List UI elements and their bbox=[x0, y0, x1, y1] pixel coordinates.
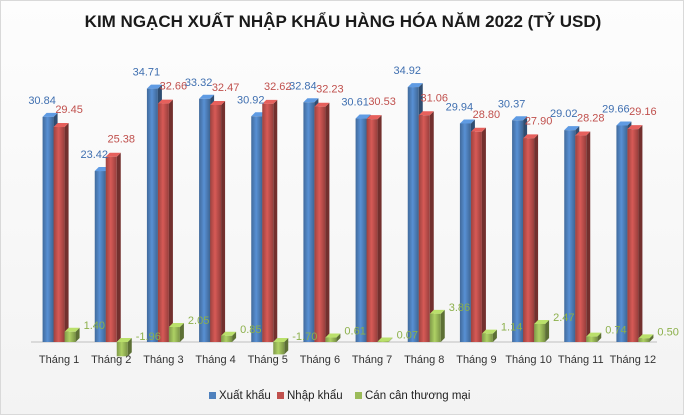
category-label-4: Tháng 4 bbox=[195, 354, 235, 366]
bar-2-11 bbox=[575, 131, 591, 342]
legend-swatch-3 bbox=[355, 392, 362, 399]
bar-3-12 bbox=[638, 334, 654, 342]
data-label-2-2: 25.38 bbox=[107, 134, 135, 146]
data-label-2-12: 29.16 bbox=[629, 106, 657, 118]
category-label-6: Tháng 6 bbox=[300, 354, 340, 366]
bar-2-12 bbox=[627, 125, 643, 342]
data-label-2-4: 32.47 bbox=[212, 82, 240, 94]
category-label-8: Tháng 8 bbox=[404, 354, 444, 366]
legend-label-3: Cán cân thương mại bbox=[365, 390, 470, 402]
data-label-1-6: 32.84 bbox=[289, 80, 317, 92]
category-label-5: Tháng 5 bbox=[248, 354, 288, 366]
data-label-2-7: 30.53 bbox=[368, 96, 396, 108]
data-label-3-7: 0.07 bbox=[397, 329, 418, 341]
data-label-3-9: 1.14 bbox=[501, 322, 522, 334]
category-label-2: Tháng 2 bbox=[91, 354, 131, 366]
bar-3-11 bbox=[586, 332, 602, 342]
data-label-1-9: 29.94 bbox=[446, 101, 474, 113]
legend-swatch-1 bbox=[209, 392, 216, 399]
data-label-3-10: 2.47 bbox=[553, 312, 574, 324]
bar-2-5 bbox=[262, 99, 278, 343]
data-label-3-11: 0.74 bbox=[605, 325, 626, 337]
data-label-1-1: 30.84 bbox=[28, 95, 56, 107]
data-label-1-3: 34.71 bbox=[133, 67, 161, 79]
legend-swatch-2 bbox=[277, 392, 284, 399]
data-label-1-11: 29.02 bbox=[550, 108, 578, 120]
data-label-3-8: 3.86 bbox=[449, 302, 470, 314]
legend-label-1: Xuất khẩu bbox=[219, 390, 271, 402]
data-label-1-12: 29.66 bbox=[602, 103, 630, 115]
category-label-11: Tháng 11 bbox=[558, 354, 604, 366]
data-label-1-8: 34.92 bbox=[393, 65, 421, 77]
category-label-7: Tháng 7 bbox=[352, 354, 392, 366]
data-label-3-1: 1.40 bbox=[84, 320, 105, 332]
legend-label-2: Nhập khẩu bbox=[287, 390, 343, 402]
legend-item-1: Xuất khẩu bbox=[209, 390, 271, 402]
bar-3-7 bbox=[377, 337, 393, 343]
bar-3-4 bbox=[221, 331, 237, 342]
bar-2-4 bbox=[210, 100, 226, 343]
data-label-3-5: -1.70 bbox=[292, 331, 317, 343]
category-labels-layer: Tháng 1 Tháng 2 Tháng 3 Tháng 4 Tháng 5 Tháng… bbox=[39, 354, 656, 366]
data-label-2-9: 28.80 bbox=[473, 109, 501, 121]
data-label-3-6: 0.61 bbox=[344, 326, 365, 338]
data-label-3-3: 2.05 bbox=[188, 315, 209, 327]
category-label-10: Tháng 10 bbox=[505, 354, 551, 366]
legend: Xuất khẩu Nhập khẩu Cán cân thương mại bbox=[209, 390, 470, 402]
data-label-1-10: 30.37 bbox=[498, 98, 526, 110]
data-label-2-11: 28.28 bbox=[577, 113, 605, 125]
bar-3-1 bbox=[64, 327, 80, 342]
data-label-2-8: 31.06 bbox=[420, 92, 448, 104]
bar-2-6 bbox=[314, 102, 330, 342]
data-label-3-2: -1.96 bbox=[136, 331, 161, 343]
data-label-3-4: 0.85 bbox=[240, 324, 261, 336]
category-label-9: Tháng 9 bbox=[456, 354, 496, 366]
legend-item-3: Cán cân thương mại bbox=[355, 390, 470, 402]
bar-2-1 bbox=[53, 123, 69, 342]
data-label-1-2: 23.42 bbox=[80, 149, 108, 161]
category-label-3: Tháng 3 bbox=[143, 354, 183, 366]
data-label-1-4: 33.32 bbox=[185, 77, 213, 89]
data-label-1-5: 30.92 bbox=[237, 94, 265, 106]
data-label-2-1: 29.45 bbox=[55, 104, 83, 116]
bars-layer bbox=[31, 83, 657, 357]
bar-3-10 bbox=[534, 319, 550, 342]
bar-3-6 bbox=[325, 333, 341, 342]
data-label-2-3: 32.66 bbox=[160, 81, 188, 93]
bar-2-9 bbox=[470, 127, 486, 342]
bar-3-2 bbox=[116, 338, 132, 357]
bar-3-3 bbox=[168, 323, 184, 342]
bar-2-8 bbox=[418, 111, 434, 343]
data-label-2-6: 32.23 bbox=[316, 84, 344, 96]
bar-2-3 bbox=[157, 99, 173, 342]
category-label-12: Tháng 12 bbox=[610, 354, 656, 366]
data-label-3-12: 0.50 bbox=[657, 326, 678, 338]
bar-3-5 bbox=[273, 338, 289, 355]
data-label-2-10: 27.90 bbox=[525, 115, 553, 127]
bar-2-10 bbox=[523, 134, 539, 342]
data-label-2-5: 32.62 bbox=[264, 81, 292, 93]
data-label-1-7: 30.61 bbox=[341, 97, 369, 109]
bar-2-2 bbox=[105, 152, 121, 342]
bar-2-7 bbox=[366, 115, 382, 342]
bar-3-8 bbox=[429, 309, 445, 342]
legend-item-2: Nhập khẩu bbox=[277, 390, 343, 402]
category-label-1: Tháng 1 bbox=[39, 354, 79, 366]
bar-3-9 bbox=[481, 329, 497, 342]
chart-title: KIM NGẠCH XUẤT NHẬP KHẨU HÀNG HÓA NĂM 20… bbox=[85, 12, 602, 31]
